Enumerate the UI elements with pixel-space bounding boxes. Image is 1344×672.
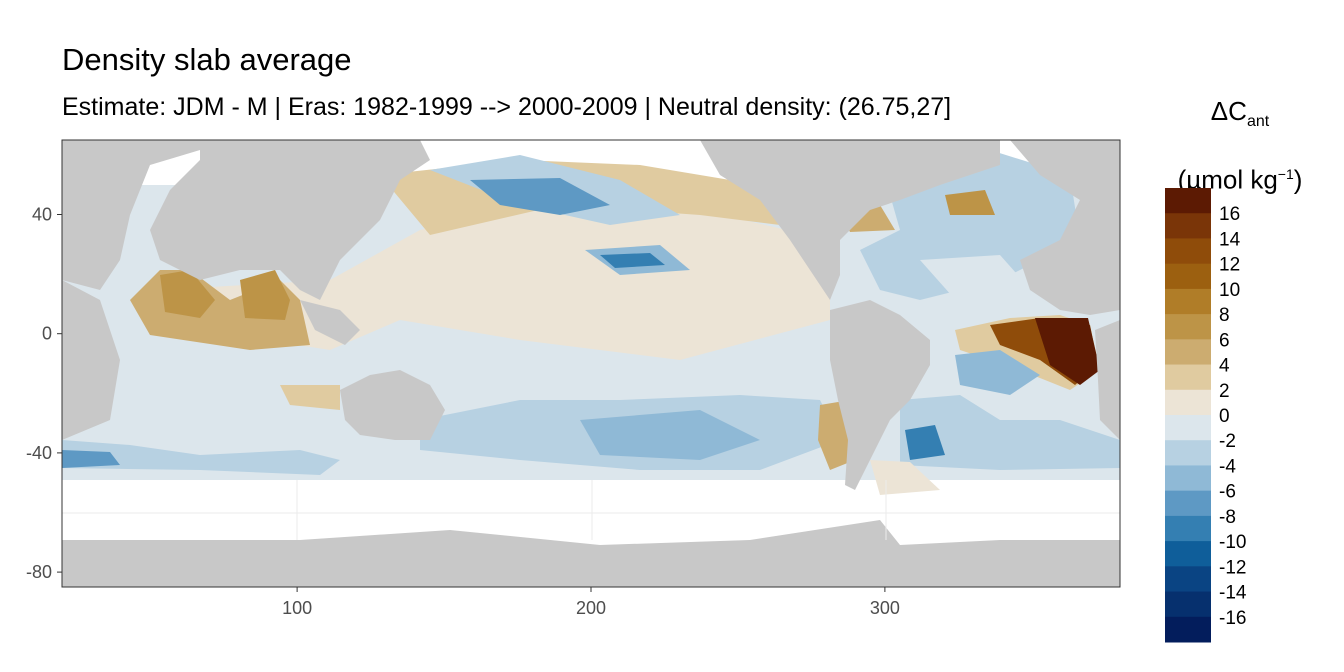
legend-swatch bbox=[1165, 465, 1211, 492]
land-south-america bbox=[830, 300, 930, 490]
legend-swatch bbox=[1165, 415, 1211, 441]
legend-swatch bbox=[1165, 314, 1211, 340]
legend-swatch bbox=[1165, 238, 1211, 265]
chart-title: Density slab average bbox=[62, 42, 352, 77]
x-axis: 100 200 300 bbox=[282, 587, 900, 618]
y-tick-label: -40 bbox=[26, 443, 52, 463]
legend-colorbar: 16 14 12 10 8 6 4 2 0 -2 -4 -6 -8 -10 -12 -14 -16 bbox=[1165, 188, 1247, 643]
land-europe-africa-east bbox=[1010, 140, 1120, 315]
x-tick-label: 300 bbox=[870, 598, 900, 618]
legend-label: -4 bbox=[1219, 456, 1236, 477]
field-kuroshio-blue bbox=[470, 178, 610, 215]
legend-label: 6 bbox=[1219, 330, 1230, 351]
land bbox=[62, 140, 1120, 587]
land-indonesia bbox=[300, 300, 360, 345]
legend-swatch bbox=[1165, 263, 1211, 290]
land-north-america bbox=[700, 140, 1000, 300]
y-tick-label: 40 bbox=[32, 205, 52, 225]
land-africa bbox=[62, 280, 120, 440]
y-tick-label: -80 bbox=[26, 562, 52, 582]
field-south-indian-beige bbox=[280, 385, 340, 410]
land-asia bbox=[150, 140, 430, 300]
legend-swatch bbox=[1165, 490, 1211, 517]
chart-subtitle: Estimate: JDM - M | Eras: 1982-1999 --> … bbox=[62, 93, 952, 121]
land-antarctica bbox=[62, 520, 1120, 587]
land-eurasia-west bbox=[62, 140, 200, 290]
field-sw-indian-core bbox=[62, 450, 120, 468]
field-labrador-sea bbox=[945, 190, 995, 215]
x-tick-label: 100 bbox=[282, 598, 312, 618]
legend-label: -16 bbox=[1219, 608, 1246, 629]
legend-swatch bbox=[1165, 591, 1211, 618]
legend-title-unit: (µmol kg−1) bbox=[1177, 164, 1303, 195]
legend-swatch bbox=[1165, 566, 1211, 593]
field-brazil-confluence bbox=[905, 425, 945, 460]
x-tick-label: 200 bbox=[576, 598, 606, 618]
legend-label: -8 bbox=[1219, 507, 1236, 528]
field-bay-of-bengal bbox=[240, 270, 290, 320]
legend-swatch bbox=[1165, 616, 1211, 643]
field-mid-atlantic bbox=[920, 255, 1040, 305]
legend-label: 8 bbox=[1219, 305, 1230, 326]
field-southern-indian-blue bbox=[62, 440, 340, 475]
legend-swatch bbox=[1165, 213, 1211, 239]
legend-label: -6 bbox=[1219, 482, 1236, 503]
field-south-atlantic-blue bbox=[900, 395, 1120, 470]
legend-swatch bbox=[1165, 188, 1211, 214]
field-patagonia-beige bbox=[870, 460, 940, 495]
gridlines bbox=[62, 480, 1120, 540]
legend-label: -10 bbox=[1219, 532, 1246, 553]
field-subtropical-core bbox=[600, 253, 665, 268]
legend-label: 12 bbox=[1219, 255, 1240, 276]
legend-swatch bbox=[1165, 541, 1211, 567]
field-east-atlantic-hotspot bbox=[1035, 318, 1100, 385]
legend-label: 10 bbox=[1219, 280, 1240, 301]
y-tick-label: 0 bbox=[42, 324, 52, 344]
legend-title: ΔCant (µmol kg−1) bbox=[1150, 85, 1330, 206]
legend-swatch bbox=[1165, 364, 1211, 391]
field-arabian-sea bbox=[160, 270, 215, 318]
legend-swatch bbox=[1165, 389, 1211, 416]
land-australia bbox=[340, 370, 445, 440]
legend-label: -2 bbox=[1219, 431, 1236, 452]
legend-label: 16 bbox=[1219, 204, 1240, 225]
field-south-pacific-core bbox=[580, 410, 760, 460]
legend-label: -14 bbox=[1219, 583, 1247, 604]
legend-label: 4 bbox=[1219, 356, 1230, 377]
legend-label: 0 bbox=[1219, 406, 1230, 427]
legend-swatch bbox=[1165, 288, 1211, 315]
legend-label: 14 bbox=[1219, 229, 1241, 250]
ocean-field bbox=[62, 150, 1120, 495]
y-axis: 40 0 -40 -80 bbox=[26, 205, 62, 582]
land-africa-east bbox=[1095, 320, 1120, 440]
legend-swatch bbox=[1165, 339, 1211, 366]
legend-swatch bbox=[1165, 515, 1211, 542]
field-south-atlantic-tropical-blue bbox=[955, 350, 1040, 395]
legend-title-variable: ΔCant bbox=[1210, 96, 1270, 131]
legend-label: -12 bbox=[1219, 557, 1246, 578]
legend-label: 2 bbox=[1219, 381, 1230, 402]
legend-swatch bbox=[1165, 440, 1211, 466]
